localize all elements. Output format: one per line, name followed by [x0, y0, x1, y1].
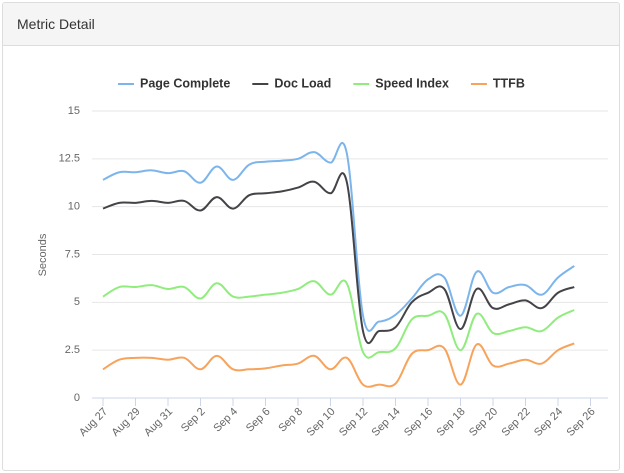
x-tick-label: Sep 8 [276, 406, 305, 435]
series-line [102, 142, 575, 332]
y-tick-label: 2.5 [65, 344, 80, 356]
x-tick-label: Sep 24 [532, 406, 565, 439]
legend-item[interactable]: Speed Index [353, 76, 449, 90]
y-tick-label: 0 [74, 392, 80, 404]
x-tick-label: Sep 18 [435, 406, 468, 439]
x-tick-label: Sep 20 [467, 406, 500, 439]
x-tick-label: Sep 12 [337, 406, 370, 439]
panel-title: Metric Detail [3, 3, 619, 46]
y-tick-label: 12.5 [59, 153, 80, 165]
legend-label: Doc Load [274, 76, 331, 90]
legend-item[interactable]: Doc Load [252, 76, 331, 90]
y-tick-label: 10 [68, 201, 80, 213]
series-line [102, 172, 575, 345]
x-tick-label: Sep 22 [500, 406, 533, 439]
x-tick-label: Sep 4 [211, 406, 240, 435]
y-tick-label: 15 [68, 105, 80, 117]
series-line [102, 342, 575, 388]
x-tick-label: Sep 6 [244, 406, 273, 435]
legend-item[interactable]: TTFB [470, 76, 525, 90]
legend-label: Speed Index [375, 76, 449, 90]
x-tick-label: Sep 10 [305, 406, 338, 439]
x-tick-label: Sep 16 [402, 406, 435, 439]
y-tick-label: 7.5 [65, 248, 80, 260]
y-axis-title: Seconds [37, 233, 49, 276]
x-tick-label: Sep 14 [370, 406, 403, 439]
legend-label: Page Complete [140, 76, 230, 90]
x-tick-label: Aug 31 [142, 406, 175, 439]
y-tick-label: 5 [74, 296, 80, 308]
x-tick-label: Sep 2 [179, 406, 208, 435]
legend-label: TTFB [493, 76, 525, 90]
x-tick-label: Aug 27 [77, 406, 110, 439]
legend-item[interactable]: Page Complete [118, 76, 230, 90]
series-line [102, 279, 575, 359]
x-tick-label: Sep 26 [565, 406, 598, 439]
x-tick-label: Aug 29 [110, 406, 143, 439]
